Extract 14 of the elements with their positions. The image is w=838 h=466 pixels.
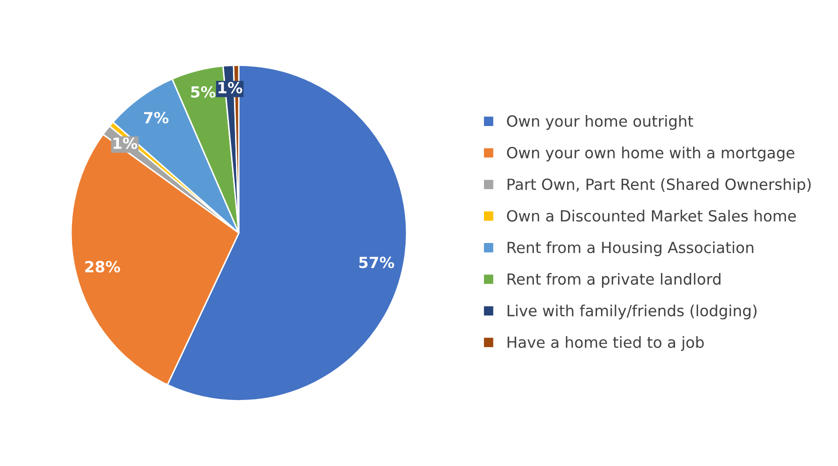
legend-label: Rent from a private landlord bbox=[508, 272, 720, 288]
legend-label: Part Own, Part Rent (Shared Ownership) bbox=[508, 178, 811, 194]
legend-label: Have a home tied to a job bbox=[508, 336, 704, 351]
legend-label: Live with family/friends (lodging) bbox=[508, 304, 757, 320]
data-label: 5% bbox=[191, 86, 216, 98]
data-label: 28% bbox=[85, 260, 120, 272]
data-label: 1% bbox=[114, 137, 138, 150]
legend-label: Own a Discounted Market Sales home bbox=[507, 210, 796, 222]
legend-label: Own your own home with a mortgage bbox=[507, 146, 794, 162]
data-label: 7% bbox=[144, 112, 168, 124]
legend-label: Rent from a Housing Association bbox=[508, 241, 754, 256]
legend-label: Own your home outright bbox=[507, 115, 694, 130]
data-label: 57% bbox=[359, 256, 394, 268]
data-label: 1% bbox=[218, 82, 242, 94]
